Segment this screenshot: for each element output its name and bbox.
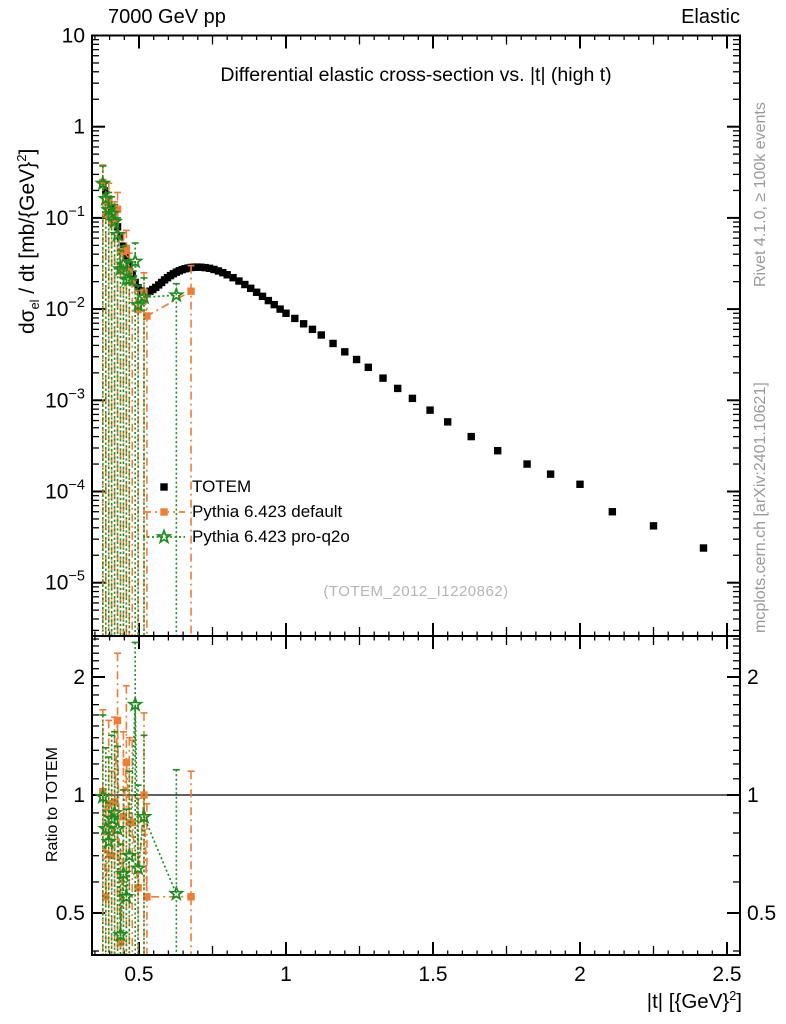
ratio-y-axis-ticks xyxy=(92,638,740,952)
x-axis-label: |t| [{GeV}2] xyxy=(647,988,742,1014)
legend-item-pythia-default: Pythia 6.423 default xyxy=(142,499,350,524)
svg-text:10−4: 10−4 xyxy=(45,478,85,504)
y-axis-label-pre: dσ xyxy=(16,309,39,334)
svg-text:10−1: 10−1 xyxy=(45,204,85,230)
legend-label-pythia-proq2o: Pythia 6.423 pro-q2o xyxy=(192,526,350,546)
svg-text:2.5: 2.5 xyxy=(712,963,741,986)
ratio-axis-label: Ratio to TOTEM xyxy=(44,747,61,862)
legend-item-pythia-proq2o: Pythia 6.423 pro-q2o xyxy=(142,524,350,549)
y-axis-label: dσel / dt [mb/{GeV}2] xyxy=(14,149,42,334)
y-axis-label-mid: / dt [mb/{GeV} xyxy=(16,161,39,300)
x-axis-tick-labels: 0.5 1 1.5 2 2.5 xyxy=(124,963,741,986)
beam-header: 7000 GeV pp xyxy=(108,6,226,28)
x-axis-label-pre: |t| [{GeV} xyxy=(646,989,730,1013)
process-header: Elastic xyxy=(681,6,740,28)
svg-text:10−3: 10−3 xyxy=(45,386,85,412)
svg-text:1: 1 xyxy=(73,784,85,807)
analysis-watermark: (TOTEM_2012_I1220862) xyxy=(323,583,509,600)
svg-text:10−5: 10−5 xyxy=(45,569,85,595)
rivet-version-note: Rivet 4.1.0, ≥ 100k events xyxy=(752,102,769,287)
svg-text:2: 2 xyxy=(574,963,586,986)
svg-text:0.5: 0.5 xyxy=(747,902,776,925)
svg-text:10: 10 xyxy=(62,25,85,48)
svg-text:1: 1 xyxy=(280,963,292,986)
svg-text:2: 2 xyxy=(747,666,759,689)
legend-label-totem: TOTEM xyxy=(192,476,252,496)
y-axis-label-sup: 2 xyxy=(14,154,29,162)
mcplots-reference-note: mcplots.cern.ch [arXiv:2401.10621] xyxy=(752,382,769,633)
legend-item-totem: TOTEM xyxy=(142,474,350,499)
svg-text:0.5: 0.5 xyxy=(56,902,85,925)
main-y-axis-tick-labels: 10 1 10−1 10−2 10−3 10−4 10−5 xyxy=(45,25,85,595)
series-ratio-2 xyxy=(94,641,185,955)
x-axis-label-post: ] xyxy=(736,989,742,1013)
x-axis-label-sup: 2 xyxy=(729,988,737,1003)
svg-text:10−2: 10−2 xyxy=(45,295,85,321)
svg-text:1: 1 xyxy=(73,116,85,139)
y-axis-label-post: ] xyxy=(16,148,39,155)
pythia-default-marker-icon xyxy=(143,507,185,516)
legend-label-pythia-default: Pythia 6.423 default xyxy=(192,501,343,521)
svg-text:2: 2 xyxy=(73,666,85,689)
y-axis-label-sub: el xyxy=(28,299,43,310)
totem-marker-icon xyxy=(160,482,168,491)
plot-title: Differential elastic cross-section vs. |… xyxy=(220,64,612,86)
series-main-2 xyxy=(94,165,185,636)
ratio-y-axis-tick-labels: 2 2 1 1 0.5 0.5 xyxy=(56,666,776,925)
pythia-proq2o-marker-icon xyxy=(143,527,185,544)
panel-frames xyxy=(91,34,741,956)
legend: TOTEM Pythia 6.423 default Pythia 6.423 … xyxy=(142,474,350,549)
svg-text:1.5: 1.5 xyxy=(418,963,447,986)
svg-text:0.5: 0.5 xyxy=(124,963,153,986)
svg-text:1: 1 xyxy=(747,784,759,807)
